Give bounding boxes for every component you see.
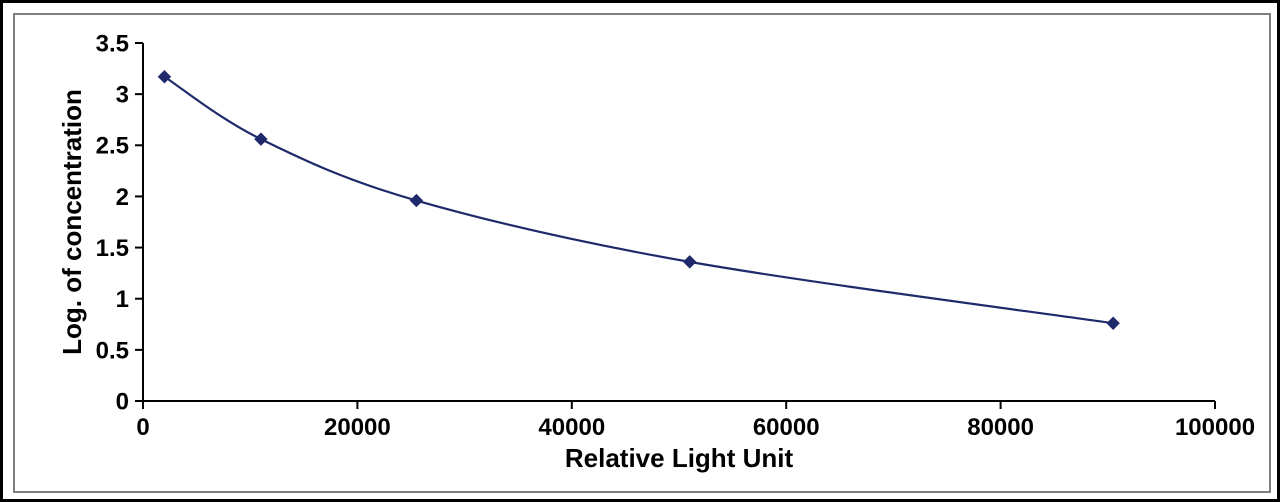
x-tick-label: 60000 xyxy=(753,414,820,441)
y-tick-label: 1.5 xyxy=(96,235,129,262)
chart-inner-panel: 0 20000 40000 60000 80000 100000 0 0.5 1 1.5 2 2.5 3… xyxy=(13,13,1271,493)
y-tick-label: 0.5 xyxy=(96,337,129,364)
chart-outer: 0 20000 40000 60000 80000 100000 0 0.5 1 1.5 2 2.5 3… xyxy=(0,0,1280,502)
series-line xyxy=(164,77,1113,324)
y-tick-label: 0 xyxy=(116,388,129,415)
y-tick-label: 3 xyxy=(116,82,129,109)
x-tick-label: 40000 xyxy=(538,414,605,441)
y-tick-label: 2 xyxy=(116,184,129,211)
series-marker xyxy=(255,133,267,145)
series-marker xyxy=(684,256,696,268)
series-marker xyxy=(410,195,422,207)
chart-svg: 0 20000 40000 60000 80000 100000 0 0.5 1 1.5 2 2.5 3… xyxy=(15,15,1265,487)
y-axis-label: Log. of concentration xyxy=(57,89,87,355)
x-tick-label: 80000 xyxy=(967,414,1034,441)
y-tick-label: 2.5 xyxy=(96,133,129,160)
x-axis-label: Relative Light Unit xyxy=(565,443,794,473)
x-tick-label: 20000 xyxy=(324,414,391,441)
x-tick-label: 0 xyxy=(136,414,149,441)
x-tick-label: 100000 xyxy=(1175,414,1255,441)
series-marker xyxy=(158,71,170,83)
series-marker xyxy=(1107,317,1119,329)
y-tick-label: 3.5 xyxy=(96,30,129,57)
y-tick-label: 1 xyxy=(116,286,129,313)
